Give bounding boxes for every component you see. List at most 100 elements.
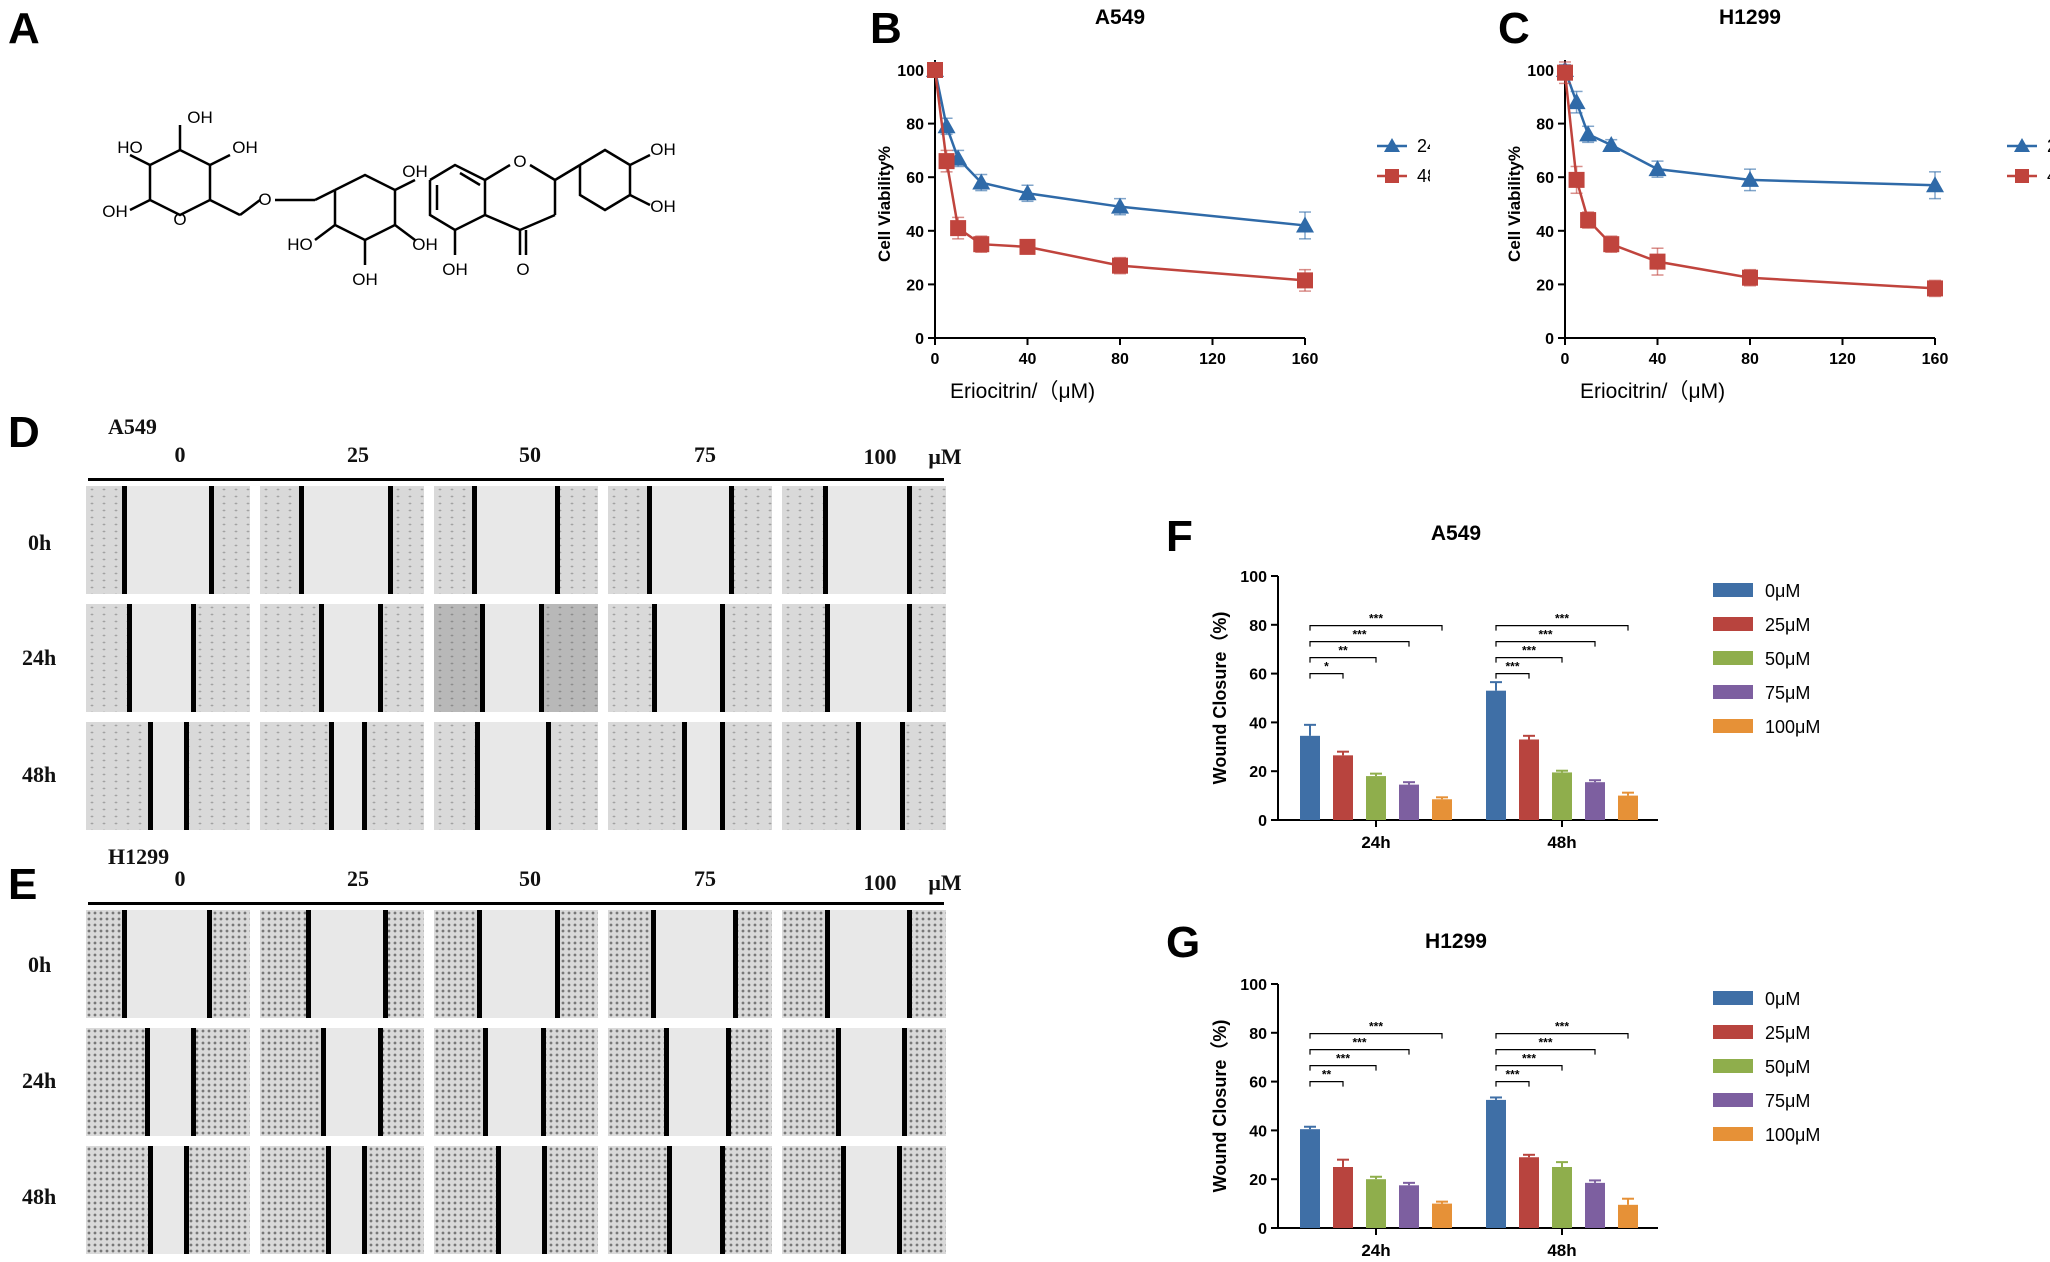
data-point bbox=[1112, 257, 1128, 274]
micrograph-grid bbox=[86, 910, 946, 1254]
x-tick-label: 0 bbox=[1561, 351, 1570, 368]
concentration-header: 25 bbox=[347, 442, 369, 467]
scratch-edge-line bbox=[719, 1146, 725, 1254]
structure-label-1: OH bbox=[187, 108, 213, 127]
data-point bbox=[972, 173, 991, 190]
significance-stars: ** bbox=[1322, 1068, 1332, 1082]
micrograph-tile bbox=[260, 486, 424, 594]
bar bbox=[1552, 772, 1572, 820]
micrograph-tile bbox=[86, 486, 250, 594]
scratch-edge-line bbox=[823, 486, 828, 594]
legend-marker bbox=[2014, 138, 2030, 152]
micrograph-tile bbox=[260, 1028, 424, 1136]
significance-stars: *** bbox=[1538, 628, 1552, 642]
scratch-edge-line bbox=[555, 910, 561, 1018]
scratch-edge-line bbox=[726, 1028, 732, 1136]
data-point bbox=[1741, 170, 1759, 187]
timepoint-label: 0h bbox=[28, 952, 52, 977]
significance-bracket bbox=[1309, 1081, 1344, 1087]
concentration-header: 0 bbox=[174, 866, 186, 891]
scratch-gap bbox=[471, 486, 556, 594]
legend-swatch bbox=[1713, 651, 1753, 665]
significance-stars: *** bbox=[1369, 612, 1383, 626]
scratch-edge-line bbox=[378, 604, 384, 712]
structure-label-3: OH bbox=[232, 138, 258, 157]
scratch-gap bbox=[647, 486, 730, 594]
y-tick-label: 80 bbox=[1249, 618, 1267, 635]
data-point bbox=[1927, 280, 1943, 297]
scratch-edge-line bbox=[328, 722, 334, 830]
y-tick-label: 40 bbox=[1249, 715, 1267, 732]
timepoint-label: 24h bbox=[22, 645, 57, 670]
significance-bracket bbox=[1309, 1065, 1377, 1071]
y-tick-label: 60 bbox=[906, 170, 924, 187]
scratch-edge-line bbox=[479, 604, 485, 712]
y-tick-label: 40 bbox=[1249, 1123, 1267, 1140]
x-tick-label: 80 bbox=[1111, 351, 1129, 368]
structure-label-14: OH bbox=[650, 140, 676, 159]
chart-title: H1299 bbox=[1425, 930, 1487, 953]
scratch-gap bbox=[663, 1028, 727, 1136]
scratch-gap bbox=[824, 910, 907, 1018]
legend-marker bbox=[1385, 169, 1399, 183]
data-point bbox=[1557, 64, 1573, 81]
scratch-gap bbox=[148, 722, 185, 830]
micrograph-tile bbox=[260, 1146, 424, 1254]
scratch-edge-line bbox=[538, 604, 544, 712]
significance-bracket bbox=[1495, 1081, 1530, 1087]
scratch-edge-line bbox=[475, 722, 480, 830]
y-tick-label: 0 bbox=[1258, 1221, 1267, 1238]
scratch-edge-line bbox=[207, 910, 213, 1018]
scratch-gap bbox=[496, 1146, 543, 1254]
scratch-edge-line bbox=[184, 1146, 190, 1254]
scratch-gap bbox=[841, 1146, 897, 1254]
micrograph-tile bbox=[782, 486, 946, 594]
x-tick-label: 160 bbox=[1922, 351, 1949, 368]
scratch-gap bbox=[328, 722, 362, 830]
significance-stars: *** bbox=[1352, 1036, 1366, 1050]
scratch-edge-line bbox=[555, 486, 561, 594]
bar bbox=[1399, 784, 1419, 820]
scratch-edge-line bbox=[361, 1146, 367, 1254]
concentration-header: 0 bbox=[174, 442, 186, 467]
legend-label: 75μM bbox=[1765, 683, 1810, 703]
scratch-gap bbox=[325, 1146, 362, 1254]
micrograph-tile bbox=[608, 604, 772, 712]
significance-stars: *** bbox=[1522, 644, 1536, 658]
scratch-edge-line bbox=[906, 910, 912, 1018]
y-axis-label: Cell Viability% bbox=[1505, 146, 1524, 262]
x-axis-label: Eriocitrin/（μM) bbox=[950, 380, 1095, 403]
scratch-gap bbox=[836, 1028, 902, 1136]
concentration-header: 50 bbox=[519, 442, 541, 467]
scratch-gap bbox=[305, 910, 383, 1018]
scratch-gap bbox=[122, 910, 208, 1018]
concentration-header: 75 bbox=[694, 442, 716, 467]
scratch-edge-line bbox=[681, 722, 687, 830]
data-point bbox=[973, 236, 990, 253]
significance-bracket bbox=[1495, 1065, 1563, 1071]
structure-label-8: OH bbox=[352, 270, 378, 289]
micrograph-tile bbox=[86, 1146, 250, 1254]
significance-stars: *** bbox=[1555, 1020, 1569, 1034]
legend-label: 50μM bbox=[1765, 1057, 1810, 1077]
concentration-header: 25 bbox=[347, 866, 369, 891]
significance-bracket bbox=[1495, 657, 1563, 663]
legend-label: 48h bbox=[1417, 166, 1430, 186]
significance-stars: *** bbox=[1555, 612, 1569, 626]
bar bbox=[1585, 782, 1605, 820]
y-tick-label: 60 bbox=[1249, 667, 1267, 684]
scratch-edge-line bbox=[127, 604, 132, 712]
legend-swatch bbox=[1713, 685, 1753, 699]
micrograph-tile bbox=[782, 1146, 946, 1254]
micrograph-tile bbox=[434, 486, 598, 594]
micrograph-tile bbox=[608, 722, 772, 830]
data-point bbox=[1649, 253, 1666, 270]
bar bbox=[1519, 1157, 1539, 1228]
data-point bbox=[950, 220, 967, 237]
scratch-edge-line bbox=[542, 1146, 548, 1254]
significance-bracket bbox=[1309, 1032, 1443, 1039]
y-tick-label: 20 bbox=[1536, 277, 1554, 294]
y-tick-label: 100 bbox=[1240, 569, 1267, 586]
legend-marker bbox=[1384, 138, 1400, 152]
legend-swatch bbox=[1713, 1093, 1753, 1107]
